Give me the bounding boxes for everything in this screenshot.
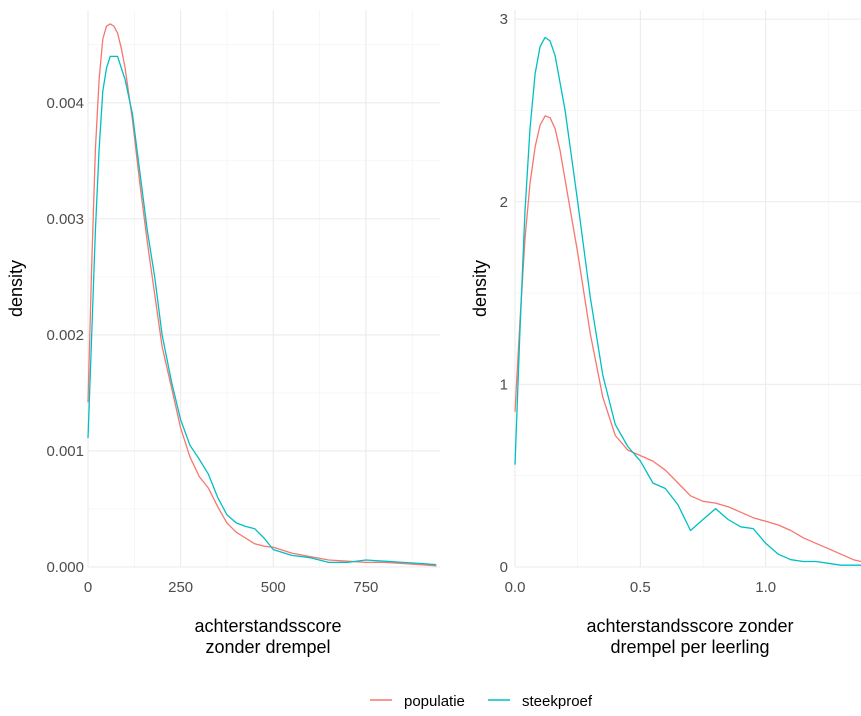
series-line-populatie bbox=[514, 115, 861, 563]
y-tick-label: 0.004 bbox=[46, 95, 84, 112]
x-axis-title-line: achterstandsscore bbox=[194, 616, 341, 636]
y-tick-label: 0.002 bbox=[46, 327, 84, 344]
y-tick-label: 3 bbox=[500, 11, 508, 28]
series-line-steekproef bbox=[87, 55, 437, 566]
y-axis-title: density bbox=[470, 260, 490, 317]
legend-label-populatie: populatie bbox=[404, 693, 465, 710]
x-tick-label: 0.5 bbox=[630, 579, 651, 596]
y-tick-label: 0 bbox=[500, 559, 508, 576]
x-tick-label: 500 bbox=[261, 579, 286, 596]
x-axis-title-line: drempel per leerling bbox=[610, 637, 769, 657]
x-tick-label: 0 bbox=[84, 579, 92, 596]
y-tick-label: 1 bbox=[500, 376, 508, 393]
left-density-panel: 0 250 500 750 0.000 0.001 0.002 0.003 0.004 achte… bbox=[6, 10, 440, 657]
x-axis-title-line: achterstandsscore zonder bbox=[586, 616, 793, 636]
y-tick-label: 2 bbox=[500, 194, 508, 211]
y-tick-label: 0.000 bbox=[46, 559, 84, 576]
x-tick-label: 750 bbox=[353, 579, 378, 596]
x-tick-label: 250 bbox=[168, 579, 193, 596]
y-tick-label: 0.001 bbox=[46, 443, 84, 460]
series-line-populatie bbox=[87, 23, 437, 567]
series-line-steekproef bbox=[514, 36, 861, 566]
right-density-panel: 0.0 0.5 1.0 0 1 2 3 achterstandsscore zonder dre… bbox=[470, 10, 861, 657]
x-axis-title: achterstandsscore zonder drempel bbox=[194, 616, 341, 657]
x-axis-title: achterstandsscore zonder drempel per leer… bbox=[586, 616, 793, 657]
y-tick-label: 0.003 bbox=[46, 211, 84, 228]
legend: populatie steekproef bbox=[370, 693, 593, 710]
x-axis-title-line: zonder drempel bbox=[205, 637, 330, 657]
legend-label-steekproef: steekproef bbox=[522, 693, 593, 710]
x-tick-label: 1.0 bbox=[755, 579, 776, 596]
y-axis-title: density bbox=[6, 260, 26, 317]
x-tick-label: 0.0 bbox=[505, 579, 526, 596]
